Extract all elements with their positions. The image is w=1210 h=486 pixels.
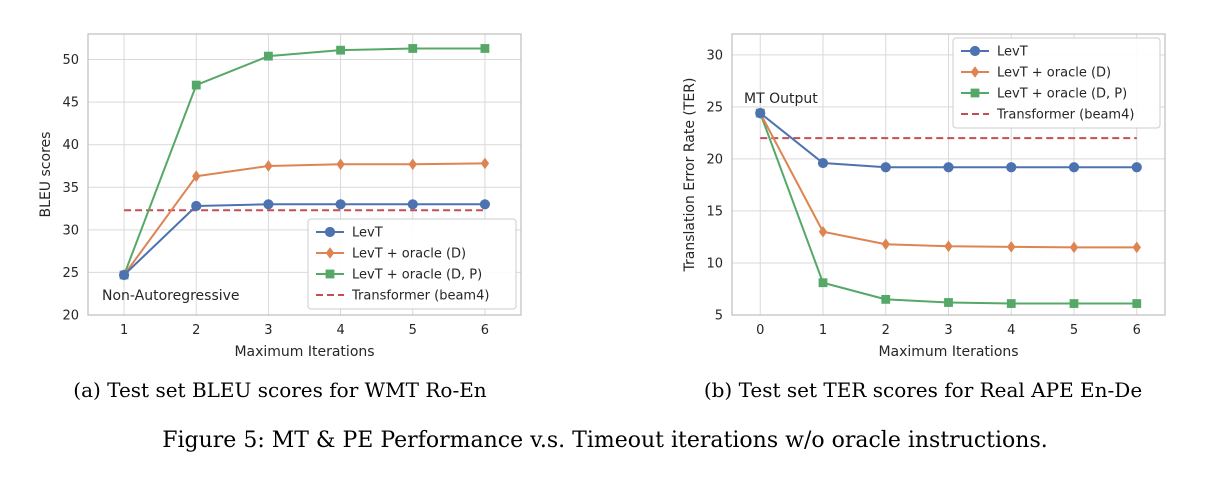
legend-marker bbox=[324, 226, 336, 238]
data-point bbox=[191, 200, 202, 212]
data-point bbox=[192, 170, 201, 183]
data-point bbox=[881, 294, 891, 304]
legend-label: LevT + oracle (D, P) bbox=[352, 268, 482, 283]
data-point bbox=[118, 269, 130, 281]
legend-box bbox=[952, 37, 1161, 129]
y-tick-label: 20 bbox=[706, 152, 723, 167]
caption-a: (a) Test set BLEU scores for WMT Ro-En bbox=[73, 378, 487, 402]
legend-label: LevT + oracle (D, P) bbox=[997, 87, 1127, 102]
y-tick-label: 35 bbox=[62, 181, 79, 196]
x-axis-label: Maximum Iterations bbox=[878, 344, 1018, 360]
legend-marker bbox=[970, 66, 980, 78]
data-point bbox=[1132, 299, 1142, 308]
legend-label: LevT bbox=[997, 45, 1028, 60]
series-line bbox=[123, 203, 485, 276]
x-tick-label: 3 bbox=[944, 323, 952, 338]
chart-ter: 0 1 2 3 4 5 6 5 10 15 20 25 30 Maximum Iterations Tran… bbox=[682, 33, 1166, 360]
y-tick-label: 5 bbox=[715, 309, 723, 324]
y-tick-label: 30 bbox=[62, 223, 79, 238]
data-point bbox=[1006, 299, 1016, 308]
data-point bbox=[191, 80, 201, 90]
y-tick-label: 25 bbox=[62, 266, 79, 281]
y-tick-label: 40 bbox=[62, 138, 79, 153]
x-tick-label: 0 bbox=[756, 323, 764, 338]
x-tick-label: 5 bbox=[1070, 323, 1078, 338]
data-point bbox=[263, 199, 274, 210]
data-point bbox=[1007, 241, 1016, 253]
y-tick-label: 30 bbox=[706, 48, 723, 63]
y-tick-label: 10 bbox=[706, 256, 723, 271]
y-tick-label: 20 bbox=[62, 309, 79, 324]
x-tick-label: 1 bbox=[120, 323, 128, 338]
legend: LevT LevT + oracle (D) LevT + oracle (D, P… bbox=[952, 37, 1161, 129]
x-tick-label: 5 bbox=[409, 323, 417, 338]
series-line bbox=[123, 162, 485, 276]
data-point bbox=[943, 162, 954, 173]
data-point bbox=[264, 51, 273, 61]
data-point bbox=[264, 160, 273, 172]
data-point bbox=[408, 44, 418, 53]
x-tick-label: 2 bbox=[192, 323, 200, 338]
legend-label: LevT + oracle (D) bbox=[352, 247, 466, 262]
data-point bbox=[1132, 241, 1141, 254]
data-point bbox=[479, 199, 491, 210]
data-point bbox=[1006, 162, 1017, 173]
x-tick-label: 2 bbox=[882, 323, 890, 338]
x-tick-label: 4 bbox=[336, 323, 344, 338]
legend-label: Transformer (beam4) bbox=[996, 108, 1134, 123]
data-point bbox=[881, 238, 890, 251]
plot-frame bbox=[87, 33, 522, 316]
y-tick-label: 50 bbox=[62, 53, 79, 68]
data-point bbox=[880, 162, 891, 173]
legend-label: Transformer (beam4) bbox=[351, 289, 489, 304]
y-axis-label: BLEU scores bbox=[38, 132, 54, 218]
figure-caption: Figure 5: MT & PE Performance v.s. Timeo… bbox=[162, 428, 1048, 453]
y-tick-label: 25 bbox=[706, 100, 723, 115]
caption-b: (b) Test set TER scores for Real APE En-… bbox=[704, 378, 1142, 402]
y-tick-label: 15 bbox=[706, 204, 723, 219]
data-point bbox=[817, 157, 829, 169]
annotation: Non-Autoregressive bbox=[102, 288, 240, 304]
series-line bbox=[123, 47, 485, 276]
y-axis-label: Translation Error Rate (TER) bbox=[682, 78, 698, 273]
data-point bbox=[408, 158, 417, 171]
x-tick-label: 6 bbox=[481, 323, 489, 338]
data-point bbox=[944, 240, 953, 253]
legend: LevT LevT + oracle (D) LevT + oracle (D, P… bbox=[307, 218, 517, 310]
legend-marker bbox=[970, 88, 980, 98]
x-axis-label: Maximum Iterations bbox=[234, 344, 374, 360]
data-point bbox=[480, 44, 490, 53]
data-point bbox=[1069, 241, 1079, 254]
data-point bbox=[1131, 162, 1142, 173]
data-point bbox=[818, 225, 828, 238]
data-point bbox=[944, 298, 953, 307]
legend-label: LevT bbox=[352, 226, 383, 241]
data-point bbox=[818, 278, 828, 288]
legend-box bbox=[307, 218, 517, 310]
legend-label: LevT + oracle (D) bbox=[997, 66, 1111, 81]
legend-marker bbox=[325, 269, 335, 279]
annotation: MT Output bbox=[744, 91, 818, 107]
y-tick-label: 45 bbox=[62, 96, 79, 111]
legend-marker bbox=[969, 45, 981, 57]
data-point bbox=[755, 107, 766, 119]
data-point bbox=[336, 158, 345, 171]
data-point bbox=[1068, 162, 1080, 173]
x-tick-label: 6 bbox=[1133, 323, 1141, 338]
x-tick-label: 1 bbox=[819, 323, 827, 338]
x-tick-label: 4 bbox=[1007, 323, 1015, 338]
data-point bbox=[480, 157, 490, 170]
data-point bbox=[336, 45, 345, 55]
x-tick-label: 3 bbox=[264, 323, 272, 338]
legend-marker bbox=[325, 247, 335, 259]
data-point bbox=[407, 199, 418, 210]
data-point bbox=[335, 199, 346, 210]
plot-frame bbox=[731, 33, 1166, 316]
data-point bbox=[1069, 299, 1079, 308]
